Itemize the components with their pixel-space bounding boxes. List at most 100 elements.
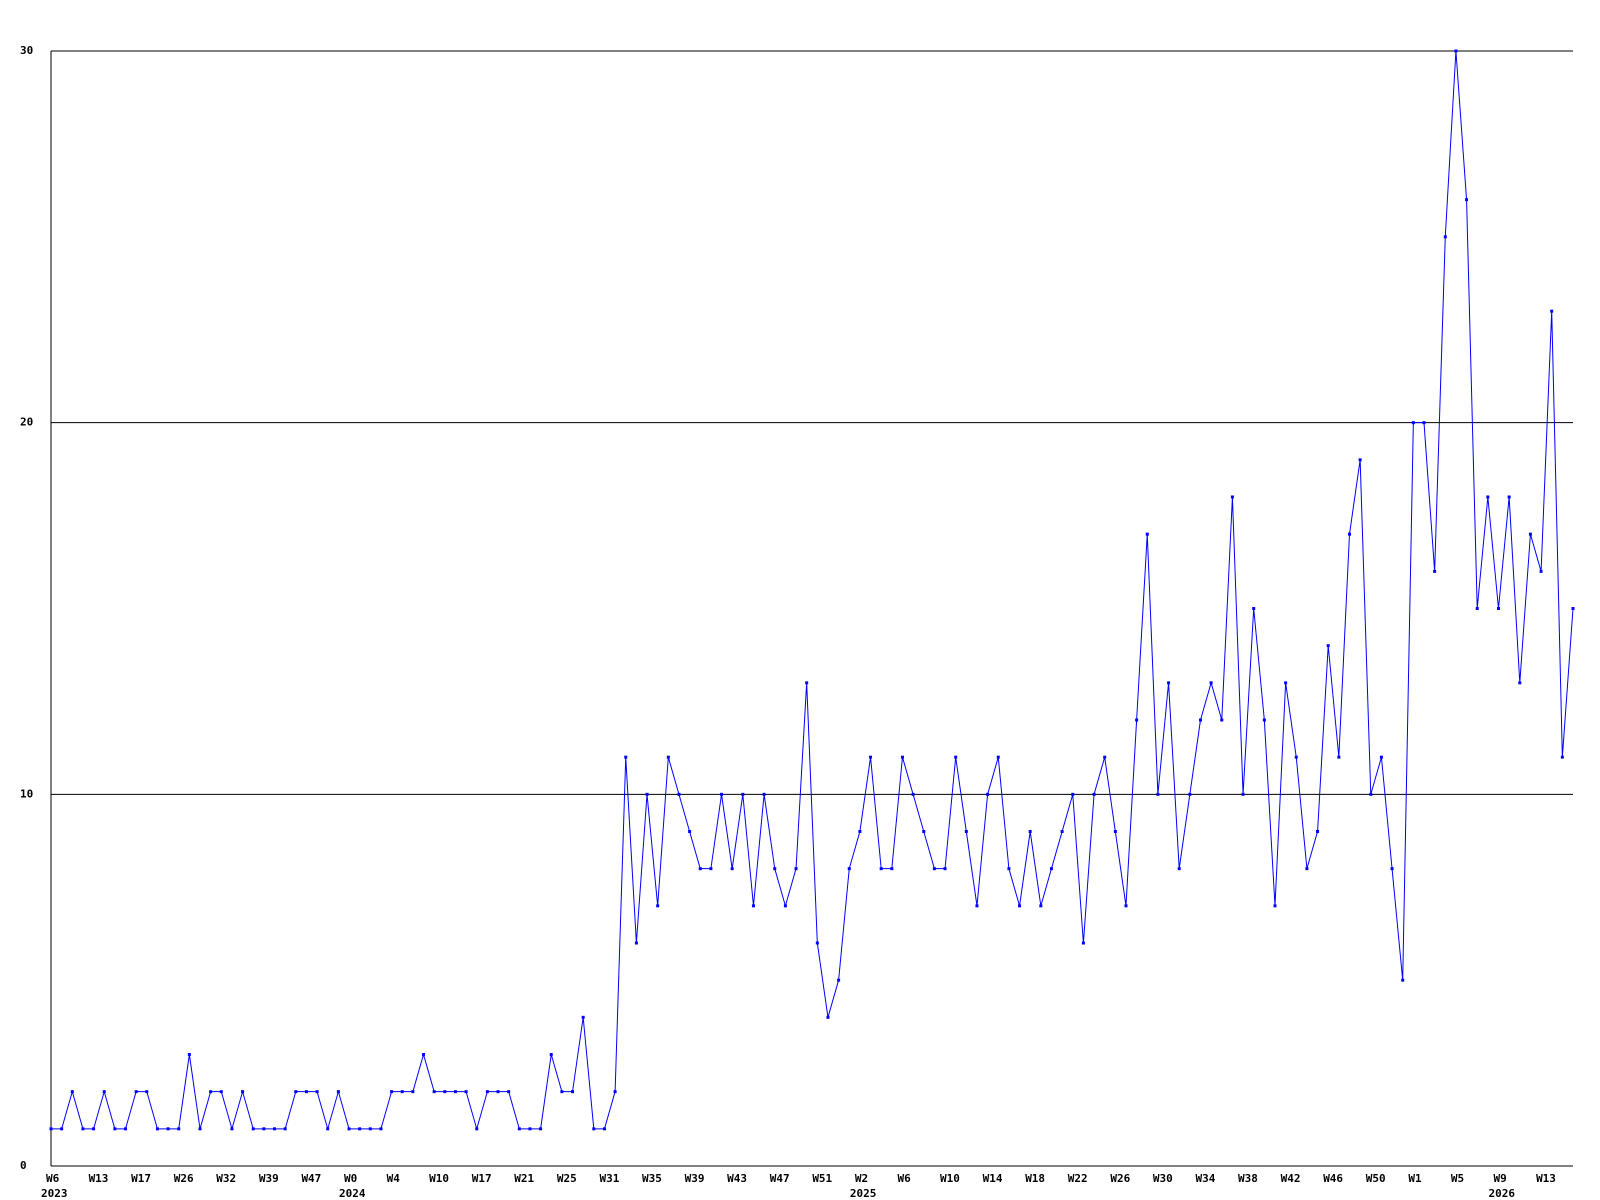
data-point: [634, 941, 638, 945]
data-point: [1358, 458, 1362, 462]
data-point: [1369, 792, 1373, 796]
data-point: [1539, 569, 1543, 573]
data-point: [166, 1127, 170, 1131]
x-tick-label: W39: [259, 1172, 279, 1185]
x-tick-label: W43: [727, 1172, 747, 1185]
data-point: [390, 1090, 394, 1094]
data-point: [1390, 867, 1394, 871]
x-tick-label: W13: [1536, 1172, 1556, 1185]
data-point: [975, 904, 979, 908]
data-point: [1262, 718, 1266, 722]
y-tick-label: 10: [20, 787, 33, 800]
data-point: [1156, 792, 1160, 796]
data-point: [1273, 904, 1277, 908]
x-tick-label: W18: [1025, 1172, 1045, 1185]
x-tick-label: W47: [301, 1172, 321, 1185]
data-point: [943, 867, 947, 871]
data-point: [1220, 718, 1224, 722]
data-point: [443, 1090, 447, 1094]
x-tick-label: W50: [1366, 1172, 1386, 1185]
data-point: [177, 1127, 181, 1131]
x-tick-label: W46: [1323, 1172, 1343, 1185]
data-point: [187, 1053, 191, 1056]
data-point: [783, 904, 787, 908]
data-point: [230, 1127, 234, 1131]
data-point: [1496, 607, 1500, 610]
x-tick-label: W10: [429, 1172, 449, 1185]
data-point: [837, 978, 841, 982]
data-point: [911, 792, 915, 796]
data-point: [464, 1090, 468, 1094]
data-point: [581, 1015, 585, 1019]
y-tick-label: 20: [20, 416, 33, 429]
data-point: [1145, 532, 1149, 536]
data-point: [485, 1090, 489, 1094]
data-point: [1486, 495, 1490, 499]
x-year-label: 2025: [850, 1187, 877, 1200]
data-point: [549, 1053, 553, 1056]
data-point: [613, 1090, 617, 1094]
data-point: [368, 1127, 372, 1131]
data-point: [1571, 607, 1575, 610]
data-point: [517, 1127, 521, 1131]
data-point: [304, 1090, 308, 1094]
x-tick-label: W26: [1110, 1172, 1130, 1185]
data-point: [528, 1127, 532, 1131]
x-tick-label: W22: [1068, 1172, 1088, 1185]
x-tick-label: W0: [344, 1172, 357, 1185]
data-point: [251, 1127, 255, 1131]
data-point: [155, 1127, 159, 1131]
data-point: [624, 755, 628, 759]
data-point: [602, 1127, 606, 1131]
data-point: [645, 792, 649, 796]
data-point: [1135, 718, 1139, 722]
data-point: [922, 830, 926, 833]
x-tick-label: W10: [940, 1172, 960, 1185]
x-tick-label: W34: [1195, 1172, 1215, 1185]
data-point: [1294, 755, 1298, 759]
data-point: [1060, 830, 1064, 833]
x-tick-label: W21: [514, 1172, 534, 1185]
x-tick-label: W6: [897, 1172, 911, 1185]
data-point: [70, 1090, 74, 1094]
data-point: [1518, 681, 1522, 685]
x-tick-label: W2: [855, 1172, 868, 1185]
data-point: [1209, 681, 1213, 685]
y-tick-label: 0: [20, 1159, 27, 1172]
data-point: [571, 1090, 575, 1094]
data-point: [496, 1090, 500, 1094]
x-year-label: 2024: [339, 1187, 366, 1200]
data-point: [1241, 792, 1245, 796]
data-point: [273, 1127, 277, 1131]
x-tick-label: W4: [387, 1172, 401, 1185]
data-point: [209, 1090, 213, 1094]
data-point: [1465, 198, 1469, 202]
data-point: [315, 1090, 319, 1094]
data-point: [1507, 495, 1511, 499]
x-tick-label: W1: [1408, 1172, 1422, 1185]
data-point: [358, 1127, 362, 1131]
x-tick-label: W42: [1281, 1172, 1301, 1185]
data-point: [1550, 309, 1554, 313]
data-point: [773, 867, 777, 871]
data-point: [1528, 532, 1532, 536]
data-point: [507, 1090, 511, 1094]
data-point: [1454, 49, 1458, 53]
data-point: [730, 867, 734, 871]
data-point: [1305, 867, 1309, 871]
data-point: [1284, 681, 1288, 685]
data-point: [890, 867, 894, 871]
data-point: [932, 867, 936, 871]
data-point: [49, 1127, 53, 1131]
data-point: [794, 867, 798, 871]
x-tick-label: W39: [685, 1172, 705, 1185]
x-tick-label: W17: [131, 1172, 151, 1185]
data-point: [826, 1015, 830, 1019]
data-point: [847, 867, 851, 871]
data-point: [326, 1127, 330, 1131]
x-tick-label: W30: [1153, 1172, 1173, 1185]
data-point: [102, 1090, 106, 1094]
data-point: [986, 792, 990, 796]
data-point: [858, 830, 862, 833]
